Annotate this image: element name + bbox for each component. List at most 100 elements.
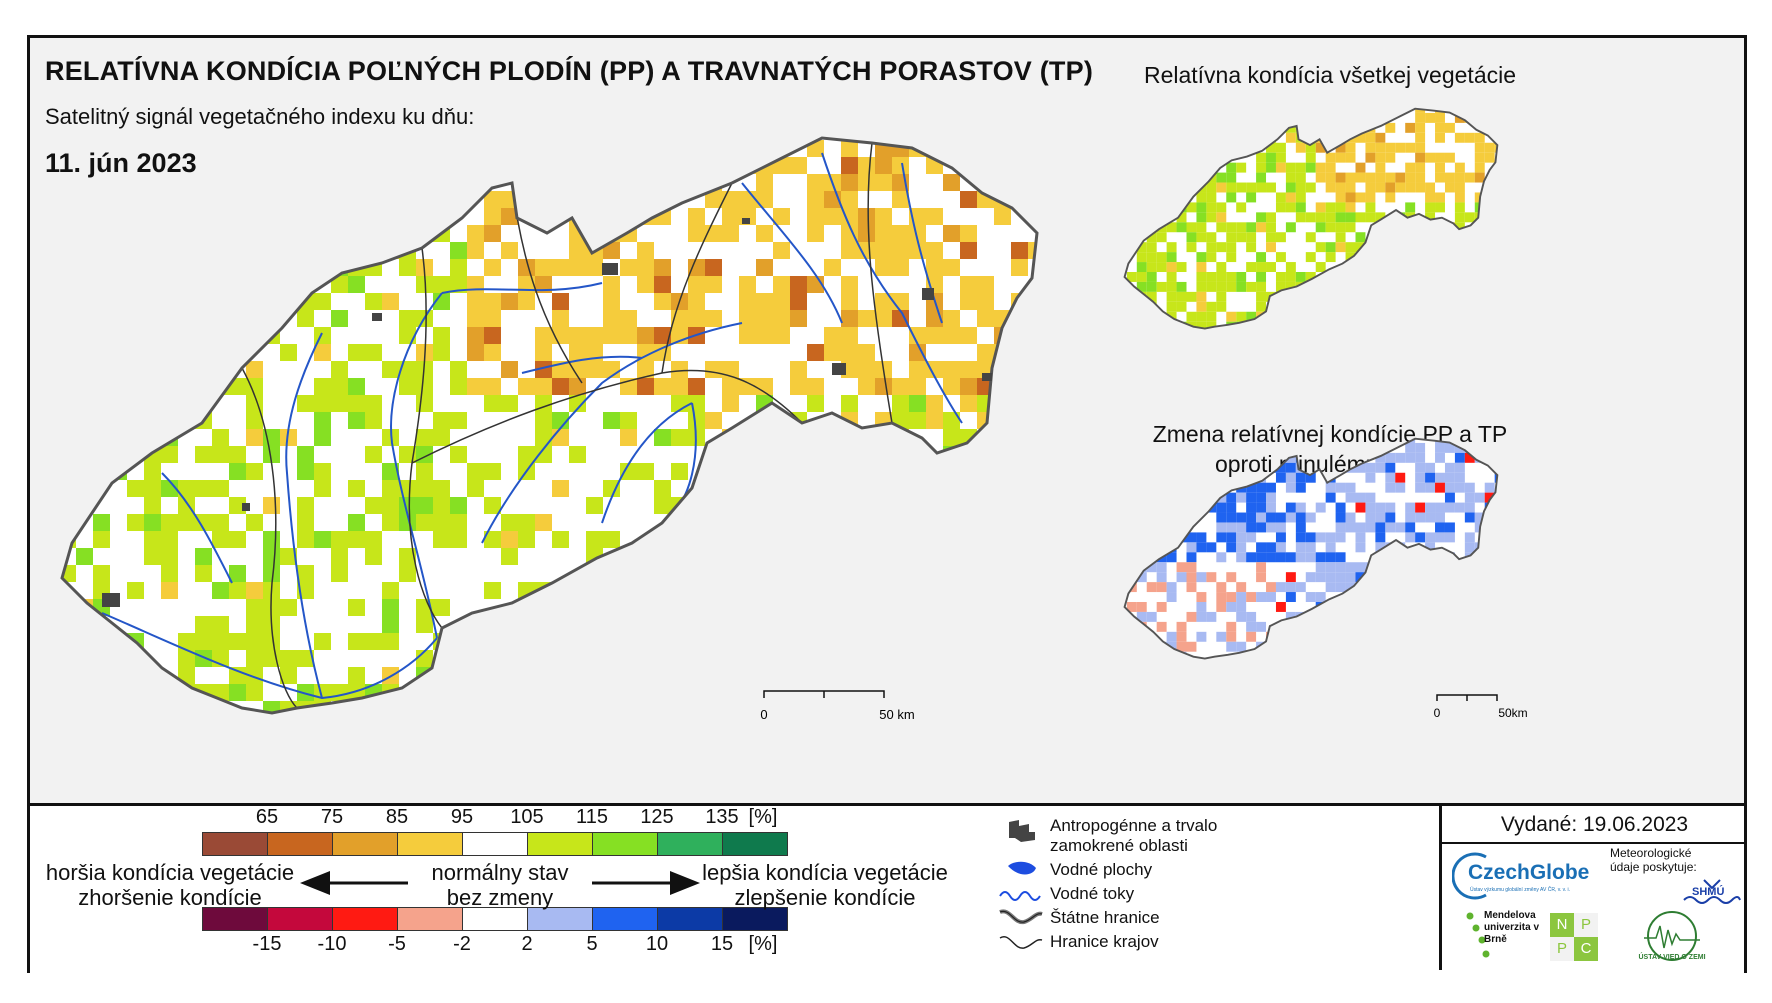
- map-cell: [1365, 572, 1376, 583]
- map-cell: [1246, 691, 1256, 693]
- map-cell: [1435, 272, 1445, 282]
- map-cell: [212, 138, 229, 140]
- map-cell: [1335, 562, 1346, 573]
- map-cell: [1355, 522, 1366, 533]
- map-cell: [144, 548, 161, 565]
- map-cell: [1454, 172, 1465, 183]
- map-cell: [1326, 691, 1336, 693]
- map-cell: [212, 378, 229, 395]
- map-cell: [127, 378, 144, 395]
- map-cell: [1206, 672, 1216, 682]
- map-cell: [994, 616, 1011, 633]
- map-cell: [280, 174, 297, 191]
- map-cell: [841, 191, 858, 208]
- map-cell: [62, 395, 76, 412]
- map-cell: [1444, 242, 1455, 253]
- map-cell: [1435, 122, 1445, 133]
- map-cell: [1365, 492, 1376, 503]
- map-cell: [756, 616, 773, 633]
- map-cell: [1226, 602, 1237, 612]
- map-cell: [841, 429, 858, 446]
- map-cell: [1286, 672, 1296, 682]
- map-cell: [1485, 682, 1495, 692]
- map-cell: [1126, 438, 1137, 443]
- map-cell: [229, 191, 246, 208]
- map-cell: [1206, 542, 1217, 553]
- map-cell: [1415, 262, 1426, 272]
- map-cell: [1345, 142, 1356, 153]
- map-cell: [1405, 512, 1416, 523]
- map-cell: [1206, 611, 1217, 622]
- map-cell: [1495, 332, 1505, 342]
- map-cell: [1395, 651, 1406, 659]
- map-cell: [1464, 502, 1475, 513]
- map-cell: [1124, 552, 1127, 563]
- map-cell: [1137, 352, 1147, 362]
- map-cell: [1146, 232, 1157, 243]
- map-cell: [1146, 281, 1157, 292]
- map-cell: [1365, 582, 1376, 593]
- map-cell: [1028, 633, 1037, 650]
- map-cell: [1375, 672, 1385, 682]
- map-cell: [518, 531, 535, 548]
- map-cell: [739, 582, 756, 599]
- map-cell: [892, 191, 909, 208]
- map-cell: [1226, 641, 1237, 652]
- map-cell: [1275, 472, 1286, 483]
- map-cell: [1405, 442, 1416, 453]
- map-cell: [705, 514, 722, 531]
- map-cell: [1425, 631, 1436, 642]
- map-cell: [467, 225, 484, 242]
- map-cell: [1216, 682, 1226, 692]
- map-cell: [1206, 691, 1216, 693]
- main-scale-start: 0: [760, 707, 767, 722]
- map-cell: [1256, 552, 1267, 563]
- map-cell: [144, 242, 161, 259]
- map-cell: [773, 565, 790, 582]
- map-cell: [212, 582, 229, 599]
- map-cell: [1464, 582, 1475, 593]
- map-cell: [637, 259, 654, 276]
- map-cell: [977, 633, 994, 650]
- map-cell: [654, 293, 671, 310]
- map-cell: [433, 531, 450, 548]
- map-cell: [1464, 482, 1475, 493]
- map-cell: [943, 786, 960, 803]
- map-cell: [603, 701, 620, 713]
- map-cell: [671, 684, 688, 701]
- map-cell: [433, 293, 450, 310]
- map-cell: [280, 650, 297, 667]
- map-cell: [246, 293, 263, 310]
- map-cell: [688, 497, 705, 514]
- map-cell: [348, 718, 365, 735]
- map-cell: [773, 446, 790, 463]
- map-cell: [1196, 492, 1207, 503]
- map-cell: [1365, 631, 1376, 642]
- map-cell: [756, 140, 773, 157]
- map-cell: [637, 616, 654, 633]
- map-cell: [909, 650, 926, 667]
- map-cell: [841, 531, 858, 548]
- map-cell: [297, 395, 314, 412]
- map-cell: [1045, 769, 1052, 786]
- map-cell: [875, 752, 892, 769]
- map-cell: [1484, 182, 1495, 193]
- map-cell: [280, 599, 297, 616]
- map-cell: [960, 531, 977, 548]
- map-cell: [1156, 232, 1167, 243]
- map-cell: [1146, 512, 1157, 523]
- map-cell: [1385, 512, 1396, 523]
- map-cell: [1236, 272, 1247, 282]
- map-cell: [807, 191, 824, 208]
- map-cell: [1186, 542, 1197, 553]
- map-cell: [1275, 542, 1286, 553]
- main-map: 0 50 km: [42, 123, 1052, 803]
- map-cell: [926, 599, 943, 616]
- map-cell: [161, 395, 178, 412]
- map-cell: [1315, 452, 1326, 463]
- map-cell: [1266, 311, 1276, 322]
- map-cell: [1124, 582, 1127, 593]
- map-cell: [144, 480, 161, 497]
- map-cell: [1126, 132, 1137, 143]
- map-cell: [42, 123, 59, 140]
